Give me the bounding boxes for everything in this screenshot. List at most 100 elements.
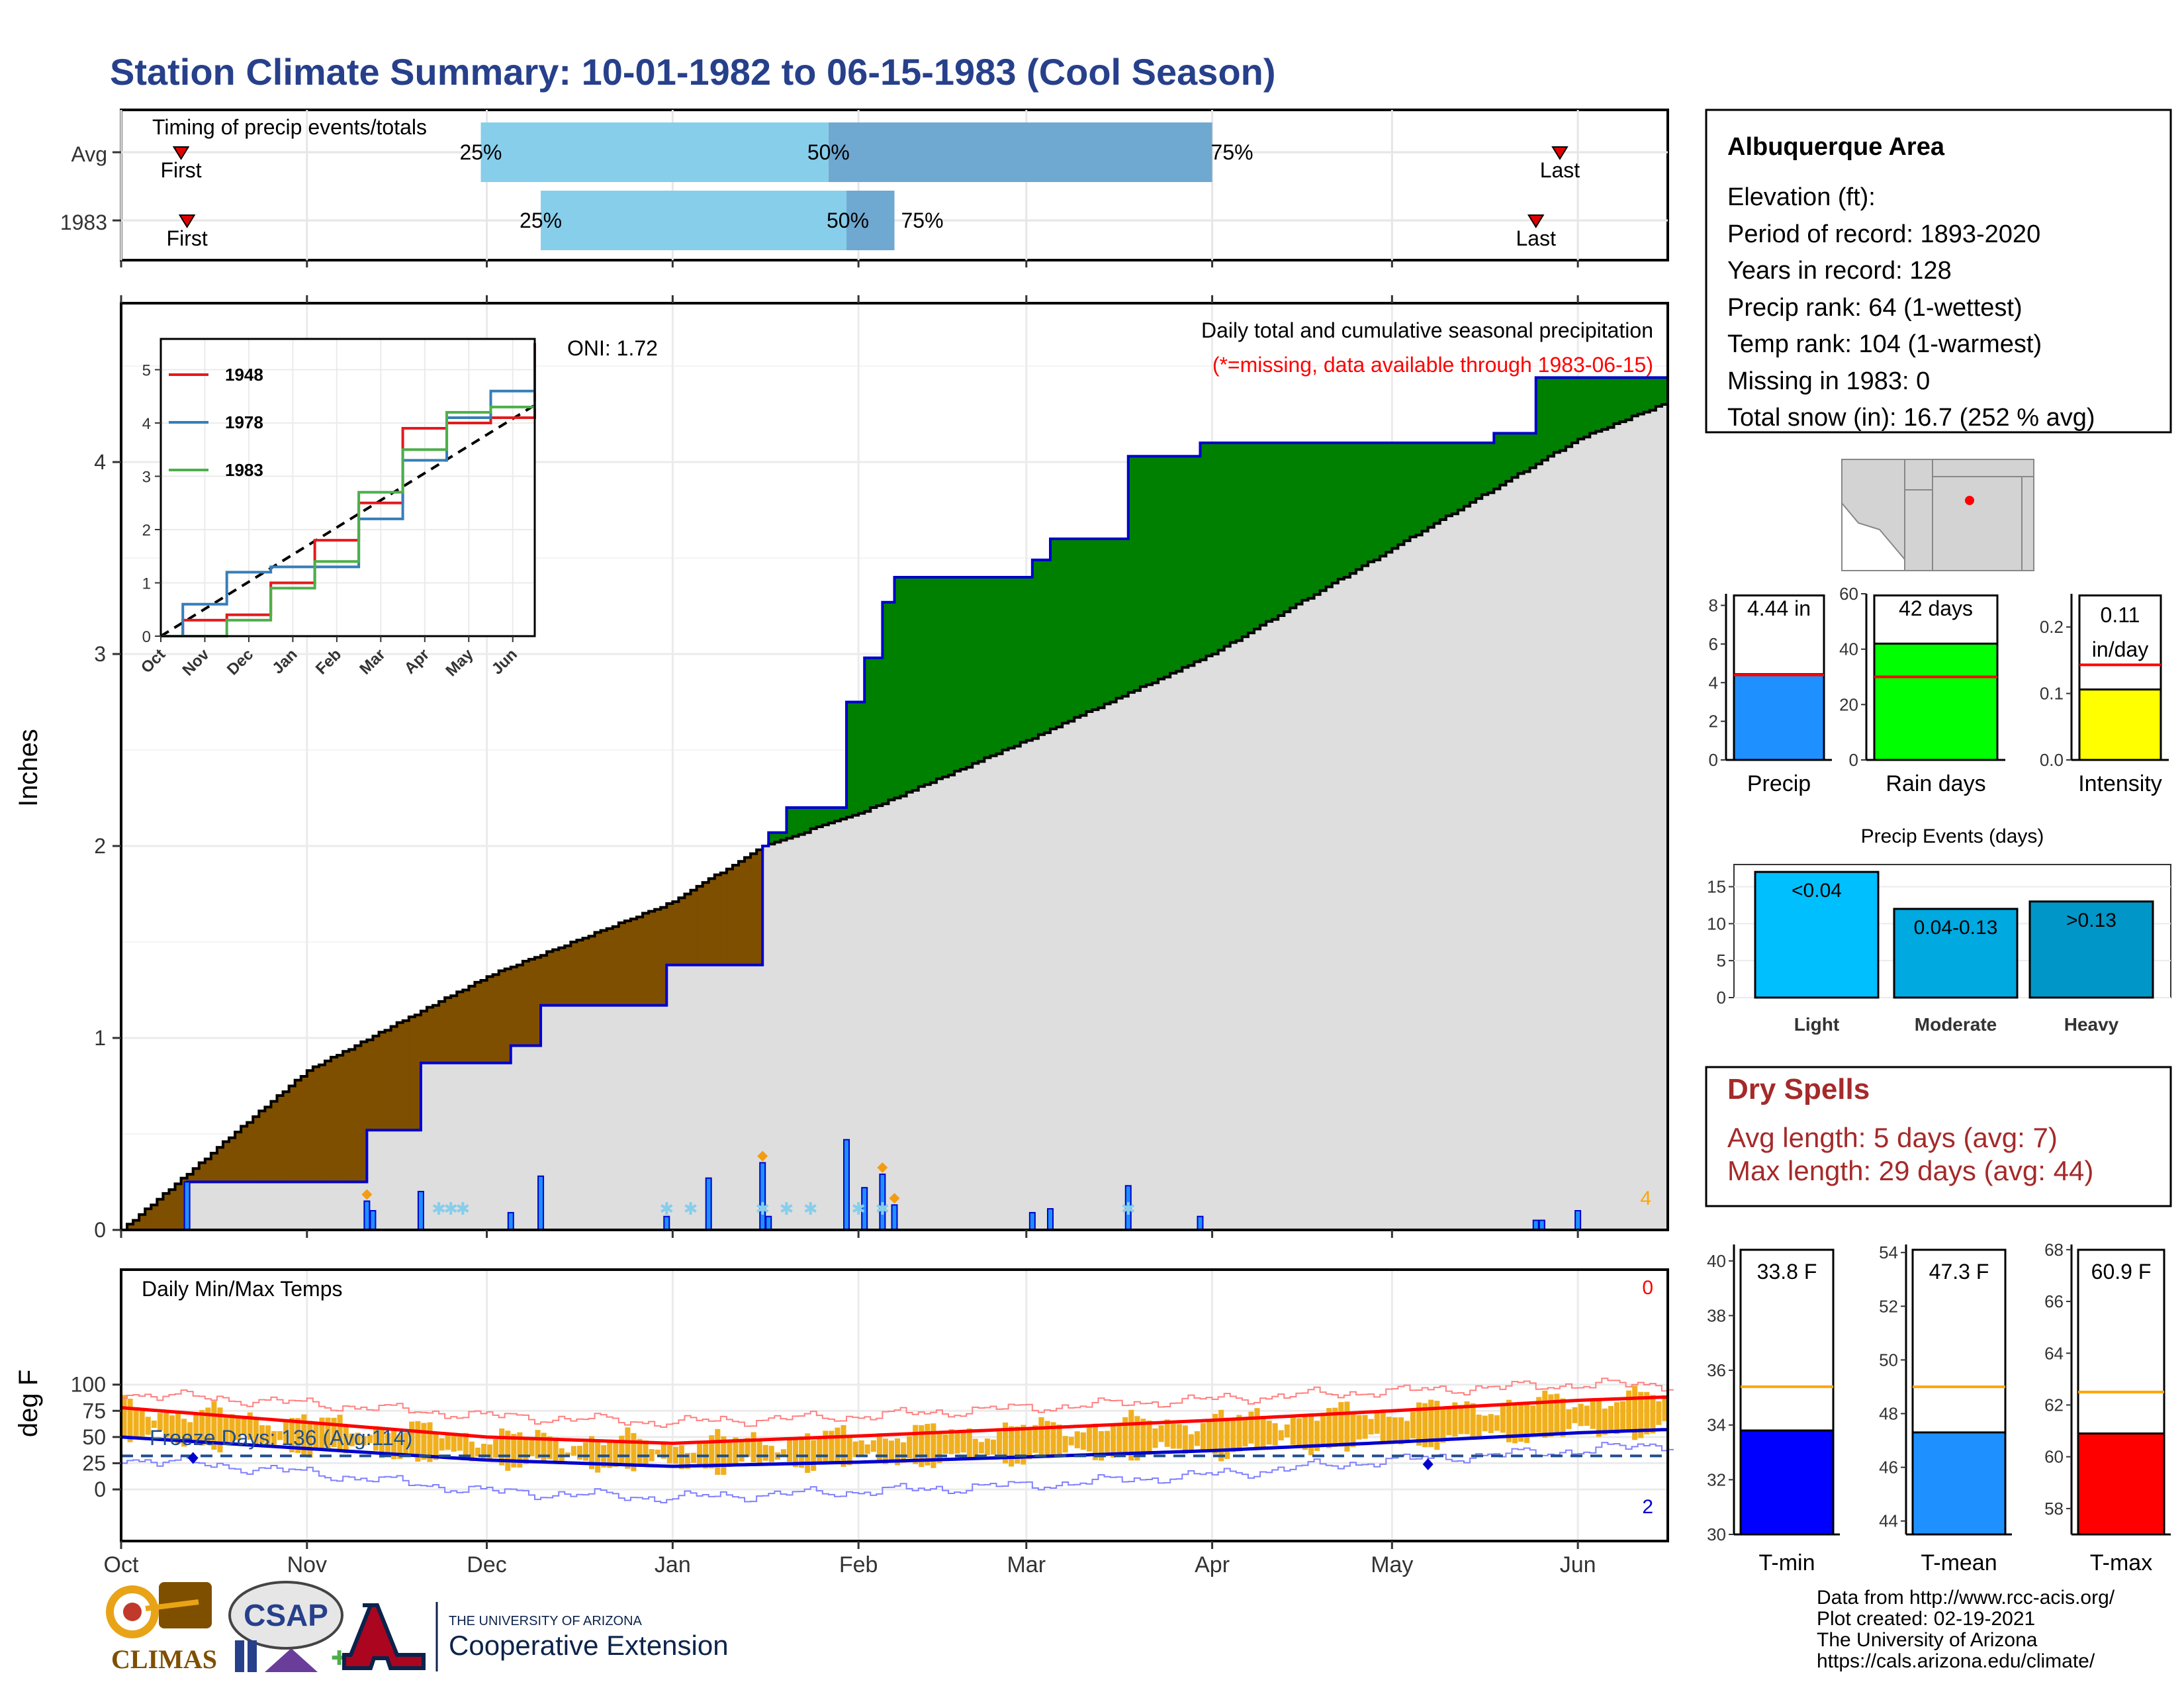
daily-temp-bar <box>229 1414 235 1442</box>
daily-temp-bar <box>361 1436 367 1446</box>
surplus-band <box>1080 539 1087 716</box>
surplus-band <box>1236 443 1243 641</box>
daily-temp-bar <box>756 1439 762 1465</box>
events-bar-heavy <box>2028 900 2154 999</box>
surplus-band <box>972 577 979 764</box>
daily-temp-bar <box>367 1434 373 1443</box>
surplus-band <box>1343 443 1351 577</box>
inset-ytick-label: 1 <box>142 575 151 593</box>
surplus-band <box>1404 443 1411 541</box>
daily-temp-bar <box>919 1425 925 1468</box>
daily-temp-bar <box>301 1414 307 1458</box>
deficit-band <box>199 1162 206 1182</box>
daily-temp-bar <box>1506 1399 1512 1442</box>
deficit-band <box>216 1147 224 1182</box>
temp-mini-ytick-label: 40 <box>1707 1251 1726 1271</box>
deficit-band <box>553 949 559 1006</box>
footer-line: Plot created: 02-19-2021 <box>1817 1608 2035 1630</box>
snow-event-marker <box>361 1189 373 1200</box>
deficit-band <box>331 1057 338 1182</box>
daily-temp-bar <box>1296 1418 1302 1448</box>
surplus-band <box>852 702 859 816</box>
temp-mini-ytick-label: 64 <box>2044 1343 2064 1363</box>
deficit-band <box>289 1086 296 1182</box>
surplus-band <box>1445 443 1453 516</box>
surplus-band <box>870 657 877 808</box>
daily-precip-bar <box>1047 1208 1054 1231</box>
daily-precip-bar <box>1532 1219 1539 1231</box>
deficit-band <box>312 1066 320 1182</box>
daily-temp-bar <box>421 1423 427 1460</box>
surplus-band <box>1188 456 1195 666</box>
daily-temp-bar <box>1158 1425 1164 1442</box>
temp-mini-ytick-label: 62 <box>2044 1395 2064 1415</box>
daily-temp-bar <box>289 1418 295 1452</box>
daily-temp-bar <box>846 1436 852 1466</box>
daily-temp-bar <box>517 1432 523 1468</box>
surplus-band <box>1110 539 1117 702</box>
daily-temp-bar <box>1146 1420 1152 1455</box>
surplus-band <box>816 808 823 827</box>
temp-mini-ytick-label: 54 <box>1879 1243 1898 1262</box>
surplus-band <box>1248 443 1255 633</box>
surplus-band <box>1320 443 1327 591</box>
surplus-band <box>774 832 781 843</box>
temp-count-bottom: 2 <box>1642 1496 1653 1518</box>
daily-temp-bar <box>1194 1431 1200 1446</box>
daily-temp-bar <box>1009 1426 1015 1467</box>
daily-temp-bar <box>1566 1409 1572 1429</box>
legend-label-1983: 1983 <box>225 460 263 480</box>
surplus-band <box>1158 456 1165 679</box>
deficit-band <box>445 998 451 1063</box>
deficit-band <box>618 923 625 1006</box>
daily-temp-bar <box>1428 1399 1434 1448</box>
temp-mini-ytick-label: 60 <box>2044 1447 2064 1467</box>
surplus-band <box>1625 377 1633 420</box>
trace-snow-marker: ✱ <box>432 1199 446 1219</box>
legend-label-1948: 1948 <box>225 365 263 385</box>
daily-temp-bar <box>187 1422 193 1441</box>
temp-mini-ytick-label: 58 <box>2044 1499 2064 1519</box>
surplus-band <box>1230 443 1237 643</box>
climas-logo: CLIMAS <box>106 1582 217 1674</box>
surplus-band <box>1332 443 1339 583</box>
surplus-band <box>1494 433 1500 489</box>
daily-temp-bar <box>1596 1400 1602 1437</box>
daily-temp-bar <box>1326 1408 1332 1448</box>
daily-temp-bar <box>1398 1417 1404 1445</box>
surplus-band <box>840 808 847 820</box>
daily-temp-bar <box>355 1432 361 1446</box>
daily-temp-bar <box>1512 1404 1518 1444</box>
deficit-band <box>480 980 488 1063</box>
deficit-band <box>696 886 704 965</box>
daily-temp-bar <box>1176 1424 1182 1449</box>
daily-temp-bar <box>259 1425 265 1443</box>
daily-temp-bar <box>271 1430 277 1445</box>
mini-ytick-label: 8 <box>1709 596 1718 616</box>
pct50-label: 50% <box>827 209 869 232</box>
surplus-band <box>894 577 901 798</box>
daily-temp-bar <box>1350 1412 1356 1447</box>
trace-snow-marker: ✱ <box>455 1199 470 1219</box>
daily-temp-bar <box>1332 1407 1338 1448</box>
mini-value-label: in/day <box>2092 637 2148 661</box>
daily-temp-bar <box>1458 1405 1464 1434</box>
pct25-label: 25% <box>520 209 562 232</box>
deficit-band <box>528 959 535 1046</box>
daily-temp-bar <box>990 1439 996 1455</box>
deficit-band <box>690 890 698 965</box>
daily-temp-bar <box>649 1449 655 1462</box>
timing-bar-q1 <box>541 191 847 250</box>
surplus-band <box>1655 377 1662 406</box>
daily-temp-bar <box>1111 1425 1116 1458</box>
daily-temp-bar <box>799 1436 805 1468</box>
daily-precip-bar <box>843 1139 850 1231</box>
surplus-band <box>1470 443 1477 502</box>
daily-temp-bar <box>1314 1421 1320 1451</box>
deficit-band <box>306 1070 314 1182</box>
deficit-band <box>253 1116 259 1182</box>
temp-bar-charts: 30 32 34 36 38 40 33.8 F T-min 44 46 48 50 52 54 47.3 … <box>1707 1240 2171 1575</box>
ua-small-text: THE UNIVERSITY OF ARIZONA <box>449 1614 643 1628</box>
daily-temp-bar <box>1386 1417 1392 1444</box>
